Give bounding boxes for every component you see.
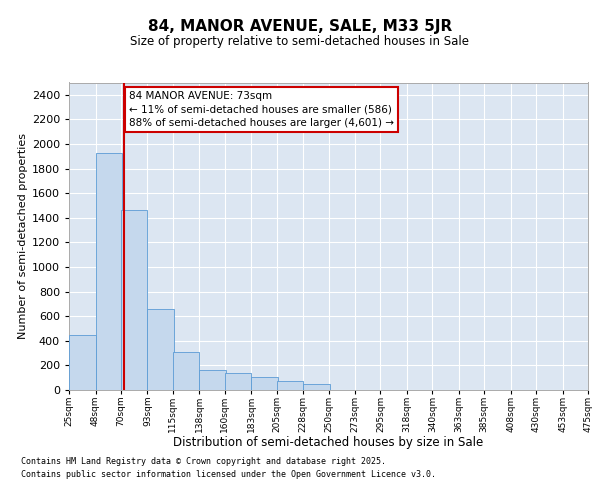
Bar [199,370,226,390]
Bar [121,210,148,390]
Bar [303,384,329,390]
Bar [173,352,199,390]
Bar [224,374,251,390]
Text: Contains public sector information licensed under the Open Government Licence v3: Contains public sector information licen… [21,470,436,479]
Bar [148,309,174,390]
Bar [277,382,303,390]
Text: Size of property relative to semi-detached houses in Sale: Size of property relative to semi-detach… [131,35,470,48]
Text: Contains HM Land Registry data © Crown copyright and database right 2025.: Contains HM Land Registry data © Crown c… [21,458,386,466]
Y-axis label: Number of semi-detached properties: Number of semi-detached properties [17,133,28,339]
Text: 84 MANOR AVENUE: 73sqm
← 11% of semi-detached houses are smaller (586)
88% of se: 84 MANOR AVENUE: 73sqm ← 11% of semi-det… [129,91,394,128]
Bar [69,334,95,390]
X-axis label: Distribution of semi-detached houses by size in Sale: Distribution of semi-detached houses by … [173,436,484,449]
Bar [251,377,278,390]
Text: 84, MANOR AVENUE, SALE, M33 5JR: 84, MANOR AVENUE, SALE, M33 5JR [148,19,452,34]
Bar [95,152,122,390]
